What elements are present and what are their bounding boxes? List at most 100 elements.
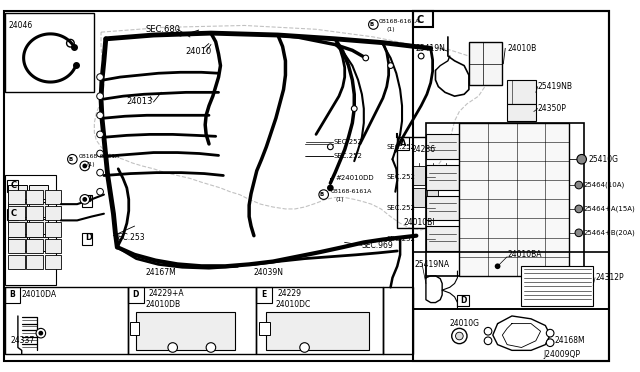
Bar <box>45 238 61 253</box>
Text: 25464+B(20A): 25464+B(20A) <box>584 230 636 236</box>
Text: C: C <box>10 209 17 218</box>
Circle shape <box>168 343 177 352</box>
Text: 24013: 24013 <box>127 97 153 106</box>
Circle shape <box>388 63 394 68</box>
Circle shape <box>83 197 87 202</box>
Bar <box>26 255 43 269</box>
Circle shape <box>484 327 492 335</box>
Circle shape <box>575 181 582 189</box>
Bar <box>8 238 24 253</box>
Bar <box>397 137 409 150</box>
Bar <box>469 42 502 85</box>
Circle shape <box>97 131 104 138</box>
Bar <box>8 219 28 234</box>
Text: 24046: 24046 <box>8 21 33 30</box>
Circle shape <box>363 55 369 61</box>
Bar <box>82 233 92 245</box>
Text: B: B <box>84 195 91 204</box>
Circle shape <box>97 150 104 157</box>
Circle shape <box>547 339 554 347</box>
Text: 24312P: 24312P <box>595 273 624 282</box>
Circle shape <box>547 329 554 337</box>
Bar <box>426 123 584 276</box>
Text: 25419NA: 25419NA <box>415 260 449 269</box>
Bar <box>413 166 425 185</box>
Bar <box>427 188 438 207</box>
Bar <box>413 309 609 361</box>
Text: SEC.252: SEC.252 <box>333 153 362 159</box>
Circle shape <box>319 190 328 199</box>
Bar <box>8 209 18 220</box>
Text: #24010DD: #24010DD <box>335 175 374 182</box>
Circle shape <box>577 154 586 164</box>
Bar <box>413 188 425 207</box>
Text: B: B <box>369 22 374 27</box>
Bar <box>8 190 24 204</box>
Bar <box>426 226 460 251</box>
Bar <box>8 202 28 217</box>
Circle shape <box>80 195 90 204</box>
Circle shape <box>206 343 216 352</box>
Bar <box>26 190 43 204</box>
Bar <box>26 238 43 253</box>
Text: SEC.252: SEC.252 <box>387 174 415 180</box>
Bar <box>440 166 452 185</box>
Text: 24236: 24236 <box>412 145 436 154</box>
Bar <box>8 206 24 220</box>
Bar <box>426 134 460 159</box>
Text: SEC.680: SEC.680 <box>146 25 181 34</box>
Text: J24009QP: J24009QP <box>543 350 580 359</box>
Circle shape <box>97 74 104 80</box>
Bar <box>45 190 61 204</box>
Text: C: C <box>417 15 424 25</box>
Text: D: D <box>132 291 139 299</box>
Circle shape <box>452 328 467 344</box>
Bar <box>45 255 61 269</box>
Text: 24010DA: 24010DA <box>22 291 57 299</box>
Bar <box>426 196 460 220</box>
Circle shape <box>97 169 104 176</box>
Bar <box>427 166 438 185</box>
Text: 24167M: 24167M <box>146 267 177 276</box>
Bar <box>507 104 536 121</box>
Text: B: B <box>10 291 15 299</box>
Text: B: B <box>68 157 72 162</box>
Bar <box>8 180 18 192</box>
Text: 24350P: 24350P <box>538 104 566 113</box>
Text: D: D <box>460 296 467 305</box>
Text: SEC.252: SEC.252 <box>387 235 415 241</box>
Circle shape <box>369 20 378 29</box>
Circle shape <box>484 337 492 344</box>
Bar <box>8 222 24 237</box>
Circle shape <box>328 144 333 150</box>
Circle shape <box>575 229 582 237</box>
Circle shape <box>456 332 463 340</box>
Bar <box>45 206 61 220</box>
Text: 25410G: 25410G <box>588 155 618 164</box>
Text: (1): (1) <box>86 161 95 167</box>
Circle shape <box>83 164 87 168</box>
Bar <box>6 176 56 285</box>
Bar <box>128 287 256 354</box>
Text: 24229: 24229 <box>278 289 302 298</box>
Text: 25464(10A): 25464(10A) <box>584 182 625 188</box>
Bar <box>259 322 270 335</box>
Bar <box>29 202 49 217</box>
Text: 24337: 24337 <box>10 336 35 345</box>
Bar <box>8 185 28 199</box>
Text: 08168-6161A: 08168-6161A <box>379 19 420 24</box>
Bar <box>29 237 49 251</box>
Circle shape <box>495 263 500 269</box>
Bar <box>413 252 609 309</box>
Text: SEC.252: SEC.252 <box>387 205 415 211</box>
Text: 24010BI: 24010BI <box>404 218 435 227</box>
Text: 24229+A: 24229+A <box>149 289 184 298</box>
Text: (1): (1) <box>387 27 396 32</box>
Bar <box>266 312 369 350</box>
Text: 08168-6161A: 08168-6161A <box>330 189 372 194</box>
Text: E: E <box>261 291 266 299</box>
Circle shape <box>327 185 333 191</box>
Circle shape <box>68 154 77 164</box>
Text: 24010B: 24010B <box>507 44 536 53</box>
Bar <box>45 222 61 237</box>
